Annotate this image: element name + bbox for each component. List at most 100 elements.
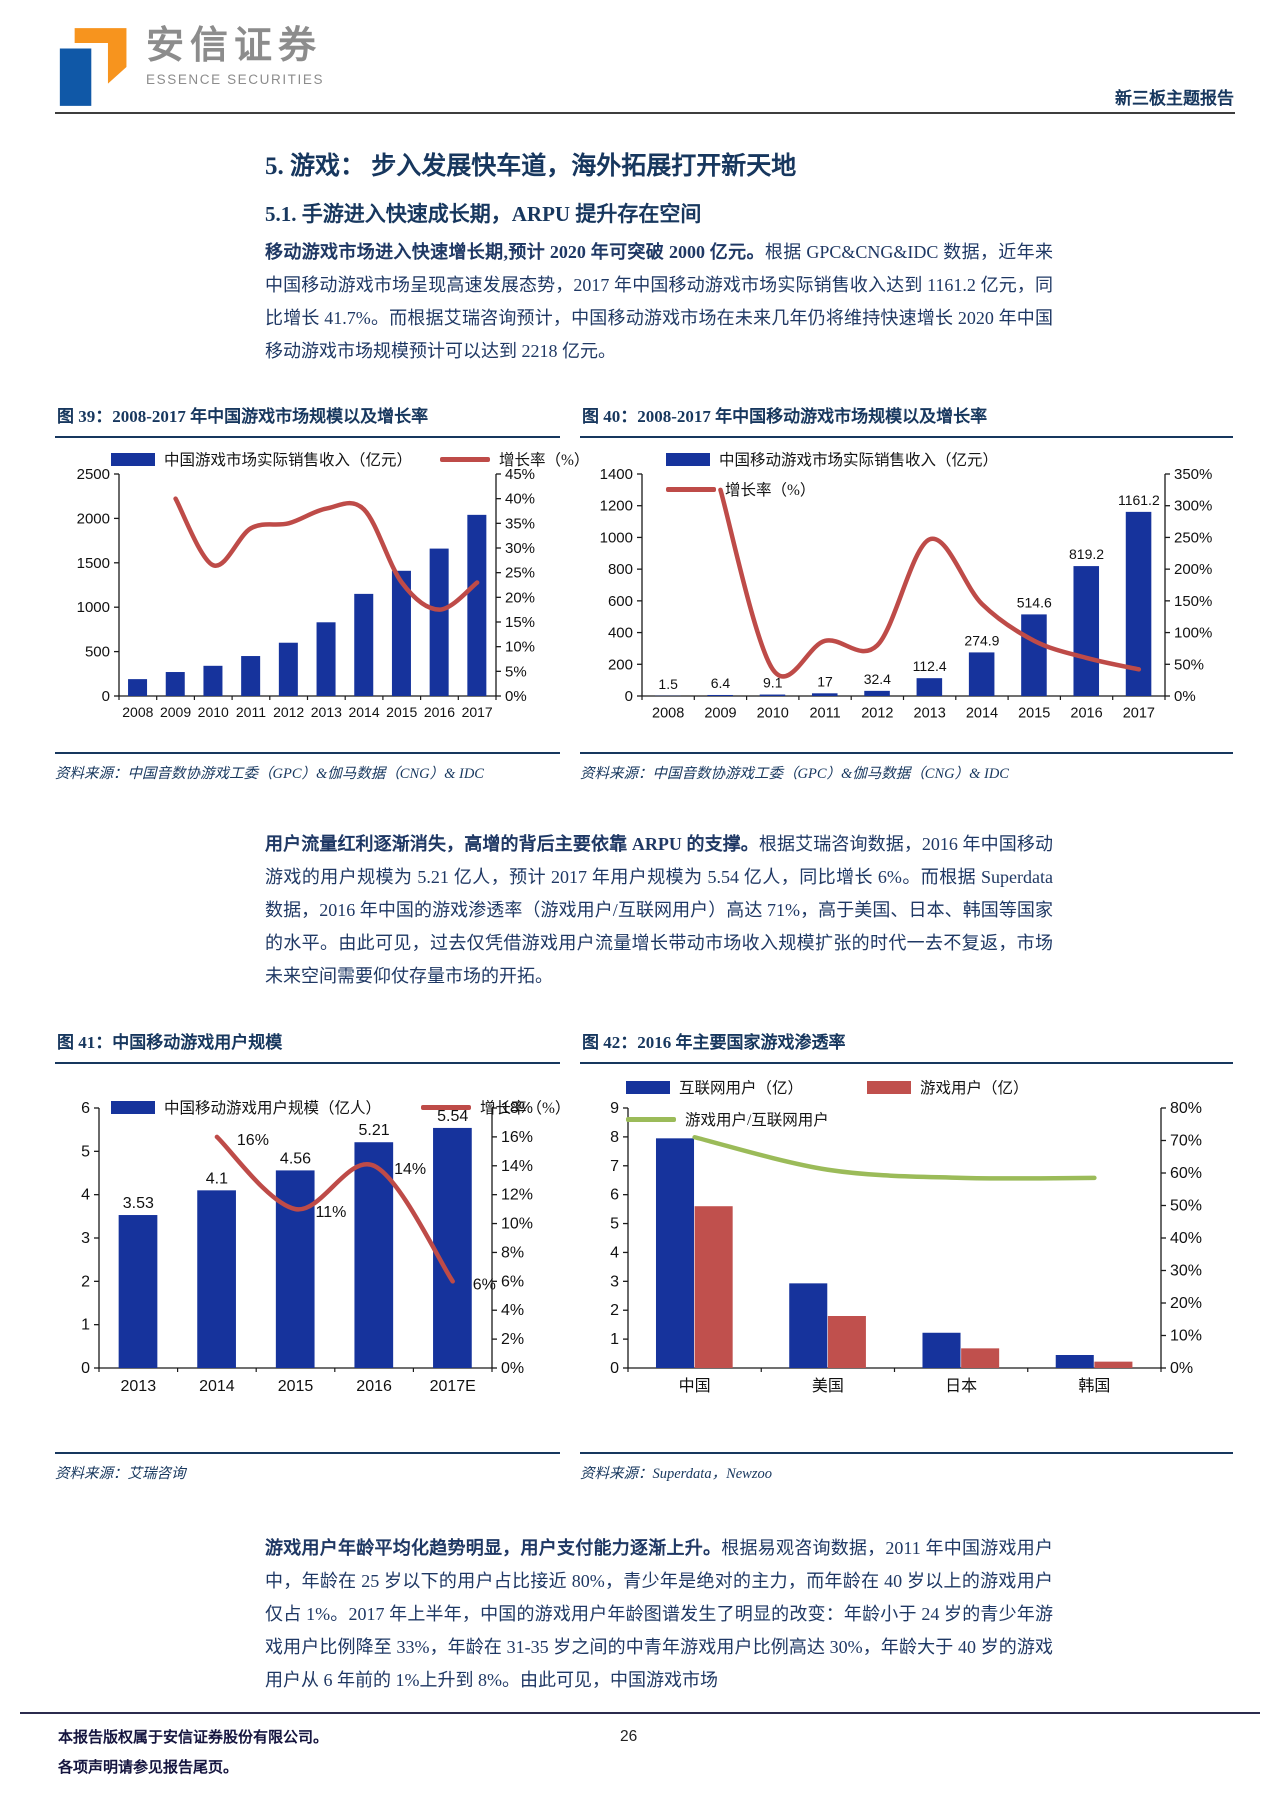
svg-text:0%: 0% [505,688,527,705]
svg-text:5.21: 5.21 [359,1122,390,1139]
essence-logo: 安信证券 ESSENCE SECURITIES [58,25,325,108]
footer-divider [20,1712,1260,1714]
legend-label: 中国移动游戏用户规模（亿人） [164,1100,382,1117]
legend-item: 游戏用户/互联网用户 [626,1108,829,1130]
svg-text:70%: 70% [1170,1133,1202,1150]
svg-text:14%: 14% [394,1161,426,1178]
svg-text:600: 600 [608,593,633,610]
svg-text:400: 400 [608,625,633,642]
svg-text:10%: 10% [505,639,535,656]
brand-name-cn: 安信证券 [146,25,323,67]
svg-text:2014: 2014 [966,706,998,722]
svg-text:0%: 0% [1174,688,1196,705]
svg-text:45%: 45% [505,466,535,483]
svg-text:2009: 2009 [704,706,736,722]
svg-text:819.2: 819.2 [1069,546,1104,562]
svg-text:2015: 2015 [1018,706,1050,722]
figure-39-legend: 中国游戏市场实际销售收入（亿元） 增长率（%） [111,448,589,470]
figure-40: 图 40：2008-2017 年中国移动游戏市场规模以及增长率 0 200 400 6… [580,400,1233,740]
figure-42-legend: 互联网用户（亿） 游戏用户（亿） 游戏用户/互联网用户 [626,1076,1029,1130]
svg-text:300%: 300% [1174,498,1212,515]
svg-text:7: 7 [610,1158,619,1175]
paragraph-lead: 游戏用户年龄平均化趋势明显，用户支付能力逐渐上升。 [265,1538,722,1558]
logo-blue-shape [59,48,92,106]
svg-text:11%: 11% [316,1204,347,1221]
svg-text:9: 9 [610,1100,619,1117]
bar-swatch-icon [111,1100,155,1114]
svg-text:5: 5 [81,1143,90,1160]
svg-text:2009: 2009 [160,704,191,720]
svg-text:40%: 40% [505,491,535,508]
svg-text:6: 6 [610,1187,619,1204]
legend-label: 游戏用户/互联网用户 [685,1112,829,1129]
footer-copyright: 本报告版权属于安信证券股份有限公司。 [58,1730,329,1746]
svg-text:2011: 2011 [236,704,266,720]
legend-label: 增长率（%） [480,1100,571,1117]
legend-row: 中国移动游戏用户规模（亿人） 增长率（%） [111,1096,570,1118]
paragraph-lead: 用户流量红利逐渐消失，高增的背后主要依靠 ARPU 的支撑。 [265,834,759,854]
brand-name-en: ESSENCE SECURITIES [146,71,325,87]
svg-text:2014: 2014 [348,704,379,720]
svg-text:800: 800 [608,561,633,578]
legend-item: 游戏用户（亿） [867,1076,1029,1098]
svg-text:2017: 2017 [462,704,493,720]
legend-item: 增长率（%） [440,448,589,470]
svg-text:6.4: 6.4 [711,675,731,691]
legend-item: 中国移动游戏用户规模（亿人） [111,1096,381,1118]
svg-text:2008: 2008 [122,704,153,720]
svg-text:1000: 1000 [600,529,633,546]
legend-item: 中国游戏市场实际销售收入（亿元） [111,448,412,470]
svg-text:1500: 1500 [77,555,110,572]
svg-text:6%: 6% [473,1276,496,1293]
line-swatch-icon [421,1104,472,1110]
svg-text:3: 3 [610,1273,619,1290]
svg-text:2: 2 [610,1302,619,1319]
svg-text:10%: 10% [1170,1328,1202,1345]
svg-text:40%: 40% [1170,1230,1202,1247]
legend-row: 增长率（%） [666,478,998,500]
svg-text:4.56: 4.56 [280,1150,311,1167]
essence-logo-icon [59,28,127,106]
svg-text:500: 500 [85,644,110,661]
figure-40-canvas: 0 200 400 600 800 1000 1200 1400 0% 50% 100% 150% 20… [600,466,1213,722]
svg-text:2015: 2015 [278,1378,314,1395]
figure-42-title: 图 42：2016 年主要国家游戏渗透率 [580,1026,1233,1064]
svg-text:2015: 2015 [386,704,417,720]
figure-39-source: 资料来源：中国音数协游戏工委（GPC）&伽马数据（CNG）& IDC [55,752,560,783]
svg-text:2012: 2012 [861,706,893,722]
svg-text:美国: 美国 [812,1377,844,1395]
report-type-label: 新三板主题报告 [1115,89,1234,108]
figure-40-source: 资料来源：中国音数协游戏工委（GPC）&伽马数据（CNG）& IDC [580,752,1233,783]
paragraph-user-age: 游戏用户年龄平均化趋势明显，用户支付能力逐渐上升。根据易观咨询数据，2011 年… [265,1532,1053,1697]
svg-text:1400: 1400 [600,466,633,483]
svg-text:1000: 1000 [77,599,110,616]
bar-swatch-icon [626,1080,670,1094]
svg-text:2017E: 2017E [430,1378,476,1395]
paragraph-body: 根据易观咨询数据，2011 年中国游戏用户中，年龄在 25 岁以下的用户占比接近… [265,1538,1053,1690]
svg-text:日本: 日本 [945,1377,977,1395]
svg-text:2012: 2012 [273,704,304,720]
svg-text:8: 8 [610,1129,619,1146]
line-swatch-icon [626,1116,676,1122]
section-title: 5. 游戏： 步入发展快车道，海外拓展打开新天地 [265,153,797,180]
legend-label: 游戏用户（亿） [920,1080,1029,1097]
svg-text:514.6: 514.6 [1017,594,1052,610]
paragraph-market-growth: 移动游戏市场进入快速增长期,预计 2020 年可突破 2000 亿元。根据 GP… [265,236,1053,368]
svg-text:250%: 250% [1174,529,1212,546]
legend-item: 增长率（%） [421,1096,570,1118]
bar-swatch-icon [867,1080,912,1094]
svg-text:3: 3 [81,1230,90,1247]
line-swatch-icon [666,486,716,492]
svg-text:2008: 2008 [652,706,684,722]
svg-text:2%: 2% [501,1331,524,1348]
svg-text:15%: 15% [505,614,535,631]
legend-item: 增长率（%） [666,478,815,500]
legend-item: 互联网用户（亿） [626,1076,803,1098]
figure-41-title: 图 41：中国移动游戏用户规模 [55,1026,560,1064]
legend-row: 中国游戏市场实际销售收入（亿元） 增长率（%） [111,448,589,470]
svg-text:30%: 30% [1170,1263,1202,1280]
svg-text:5: 5 [610,1216,619,1233]
svg-text:25%: 25% [505,565,535,582]
svg-text:2016: 2016 [1070,706,1102,722]
